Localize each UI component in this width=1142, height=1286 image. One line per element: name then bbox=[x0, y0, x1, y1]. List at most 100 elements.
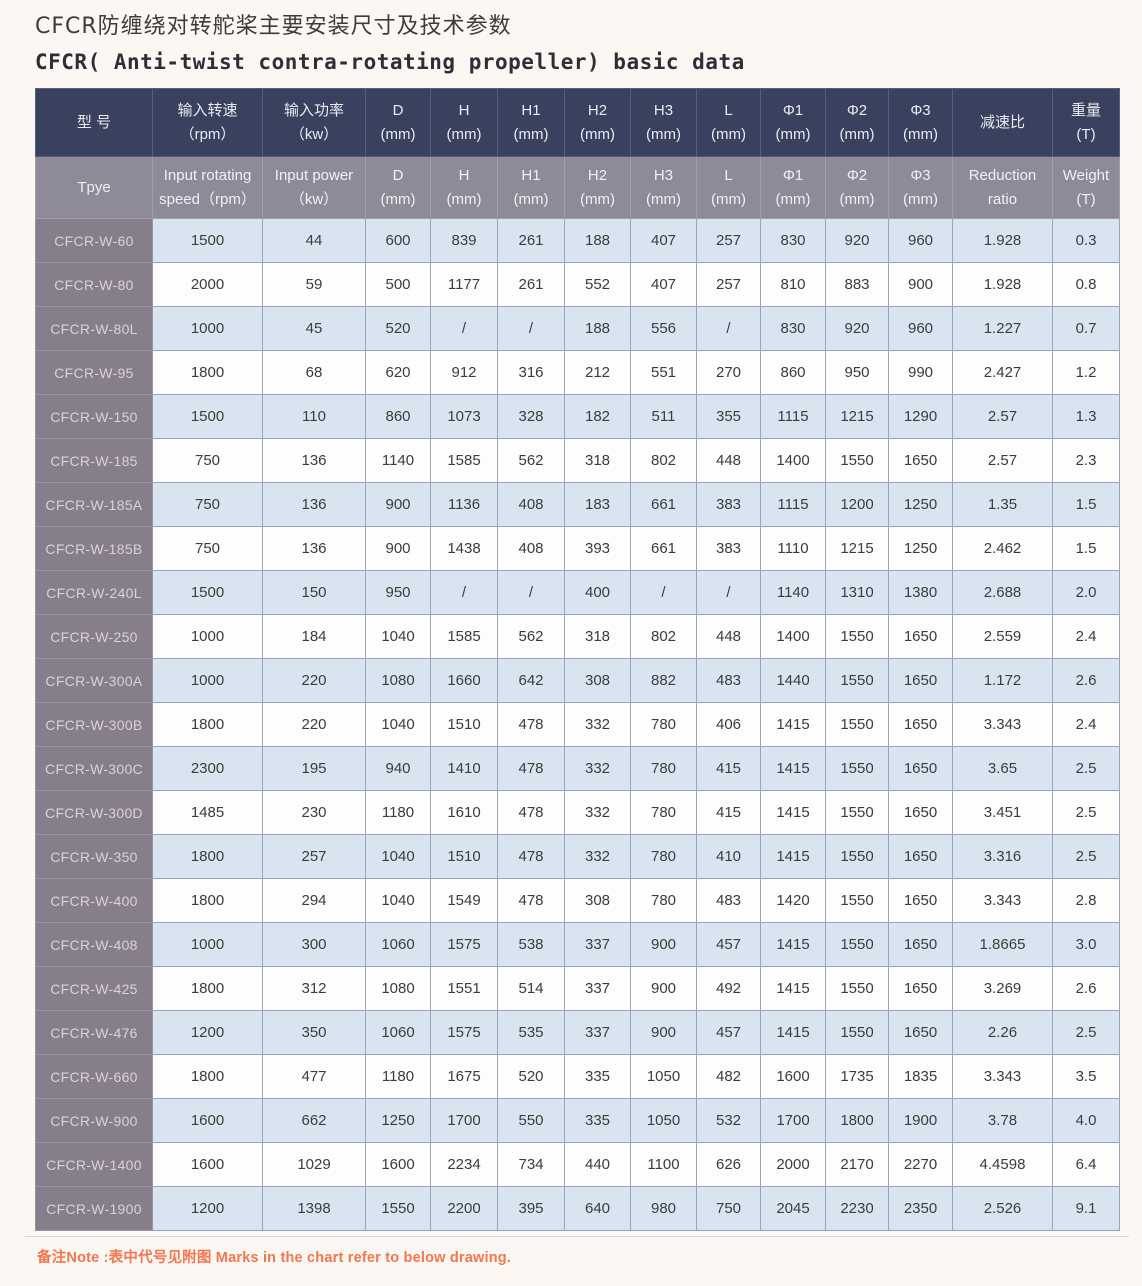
cell-phi1: 1415 bbox=[760, 834, 826, 879]
cell-h2: 393 bbox=[564, 526, 631, 571]
cell-phi3: 1650 bbox=[888, 834, 953, 879]
cell-h3: 802 bbox=[630, 614, 697, 659]
cell-reduction-ratio: 3.451 bbox=[952, 790, 1053, 835]
cell-h3: 900 bbox=[630, 966, 697, 1011]
cell-h: 1177 bbox=[430, 262, 498, 307]
col-header-en-input-speed: Input rotating speed（rpm） bbox=[152, 156, 263, 219]
cell-input-power: 136 bbox=[262, 438, 366, 483]
cell-input-speed: 2300 bbox=[152, 746, 263, 791]
cell-h2: 318 bbox=[564, 614, 631, 659]
cell-weight: 2.8 bbox=[1052, 878, 1120, 923]
cell-h3: 900 bbox=[630, 1010, 697, 1055]
cell-weight: 2.5 bbox=[1052, 1010, 1120, 1055]
table-row: CFCR-W-300A 1000 220 1080 1660 642 308 882 483 14… bbox=[35, 658, 1120, 703]
cell-phi1: 1415 bbox=[760, 966, 826, 1011]
cell-h: 1438 bbox=[430, 526, 498, 571]
cell-phi2: 1550 bbox=[825, 834, 889, 879]
cell-phi1: 1415 bbox=[760, 922, 826, 967]
page-title-en: CFCR( Anti-twist contra-rotating propell… bbox=[35, 50, 745, 74]
cell-phi3: 1650 bbox=[888, 614, 953, 659]
cell-phi3: 1650 bbox=[888, 1010, 953, 1055]
cell-phi2: 2230 bbox=[825, 1186, 889, 1231]
cell-input-speed: 750 bbox=[152, 438, 263, 483]
col-header-line: (mm) bbox=[580, 125, 615, 143]
table-row: CFCR-W-95 1800 68 620 912 316 212 551 270 860 950 9… bbox=[35, 350, 1120, 395]
cell-h1: 395 bbox=[497, 1186, 565, 1231]
col-header-line: D bbox=[392, 101, 404, 119]
cell-input-speed: 1800 bbox=[152, 350, 263, 395]
cell-h2: 183 bbox=[564, 482, 631, 527]
cell-h3: 556 bbox=[630, 306, 697, 351]
cell-input-speed: 750 bbox=[152, 482, 263, 527]
cell-input-speed: 1000 bbox=[152, 614, 263, 659]
cell-weight: 6.4 bbox=[1052, 1142, 1120, 1187]
cell-h1: 520 bbox=[497, 1054, 565, 1099]
cell-phi1: 1600 bbox=[760, 1054, 826, 1099]
cell-phi1: 1115 bbox=[760, 394, 826, 439]
cell-h: 1575 bbox=[430, 1010, 498, 1055]
cell-h2: 308 bbox=[564, 658, 631, 703]
cell-h3: 780 bbox=[630, 834, 697, 879]
cell-h2: 332 bbox=[564, 790, 631, 835]
row-type-label: CFCR-W-300B bbox=[35, 702, 153, 747]
cell-l: 415 bbox=[696, 790, 761, 835]
table-row: CFCR-W-250 1000 184 1040 1585 562 318 802 448 140… bbox=[35, 614, 1120, 659]
col-header-line: 减速比 bbox=[979, 113, 1025, 131]
col-header-en-h: H (mm) bbox=[430, 156, 498, 219]
cell-h3: 551 bbox=[630, 350, 697, 395]
col-header-line: (mm) bbox=[380, 190, 416, 208]
col-header-line: 输入功率 bbox=[283, 101, 344, 119]
cell-input-power: 257 bbox=[262, 834, 366, 879]
cell-d: 1550 bbox=[365, 1186, 431, 1231]
cell-phi2: 1800 bbox=[825, 1098, 889, 1143]
cell-phi2: 1550 bbox=[825, 438, 889, 483]
cell-input-speed: 750 bbox=[152, 526, 263, 571]
cell-phi3: 2350 bbox=[888, 1186, 953, 1231]
cell-input-power: 44 bbox=[262, 218, 366, 263]
cell-phi2: 1735 bbox=[825, 1054, 889, 1099]
row-type-label: CFCR-W-300D bbox=[35, 790, 153, 835]
cell-h3: 780 bbox=[630, 702, 697, 747]
cell-h: 1585 bbox=[430, 614, 498, 659]
cell-d: 1040 bbox=[365, 614, 431, 659]
cell-reduction-ratio: 2.26 bbox=[952, 1010, 1053, 1055]
col-header-zh-reduction-ratio: 减速比 bbox=[952, 88, 1053, 157]
table-row: CFCR-W-240L 1500 150 950//400//1140 1310 1380… bbox=[35, 570, 1120, 615]
cell-h1: 562 bbox=[497, 438, 565, 483]
cell-h1: 734 bbox=[497, 1142, 565, 1187]
table-row: CFCR-W-408 1000 300 1060 1575 538 337 900 457 141… bbox=[35, 922, 1120, 967]
cell-phi1: 1700 bbox=[760, 1098, 826, 1143]
col-header-line: Φ1 bbox=[782, 101, 804, 119]
cell-reduction-ratio: 1.227 bbox=[952, 306, 1053, 351]
col-header-line: (mm) bbox=[839, 125, 875, 143]
col-header-line: H2 bbox=[587, 166, 608, 184]
cell-l: 457 bbox=[696, 922, 761, 967]
row-type-label: CFCR-W-425 bbox=[35, 966, 153, 1011]
cell-reduction-ratio: 2.526 bbox=[952, 1186, 1053, 1231]
row-type-label: CFCR-W-900 bbox=[35, 1098, 153, 1143]
cell-phi2: 950 bbox=[825, 350, 889, 395]
cell-d: 1180 bbox=[365, 1054, 431, 1099]
cell-h2: 440 bbox=[564, 1142, 631, 1187]
cell-weight: 2.4 bbox=[1052, 614, 1120, 659]
cell-d: 1060 bbox=[365, 922, 431, 967]
row-type-label: CFCR-W-408 bbox=[35, 922, 153, 967]
row-type-label: CFCR-W-400 bbox=[35, 878, 153, 923]
table-row: CFCR-W-1900 1200 1398 1550 2200 395 640 980 750 2… bbox=[35, 1186, 1120, 1231]
cell-h3: 661 bbox=[630, 482, 697, 527]
cell-h2: 332 bbox=[564, 702, 631, 747]
table-row: CFCR-W-425 1800 312 1080 1551 514 337 900 492 141… bbox=[35, 966, 1120, 1011]
cell-weight: 2.5 bbox=[1052, 790, 1120, 835]
cell-input-power: 312 bbox=[262, 966, 366, 1011]
cell-reduction-ratio: 4.4598 bbox=[952, 1142, 1053, 1187]
cell-weight: 0.3 bbox=[1052, 218, 1120, 263]
row-type-label: CFCR-W-240L bbox=[35, 570, 153, 615]
col-header-line: Input power bbox=[274, 166, 354, 184]
cell-d: 940 bbox=[365, 746, 431, 791]
cell-phi2: 1215 bbox=[825, 526, 889, 571]
col-header-en-phi1: Φ1 (mm) bbox=[760, 156, 826, 219]
cell-reduction-ratio: 3.78 bbox=[952, 1098, 1053, 1143]
cell-h1: 538 bbox=[497, 922, 565, 967]
cell-phi1: 860 bbox=[760, 350, 826, 395]
col-header-line: H bbox=[458, 166, 470, 184]
